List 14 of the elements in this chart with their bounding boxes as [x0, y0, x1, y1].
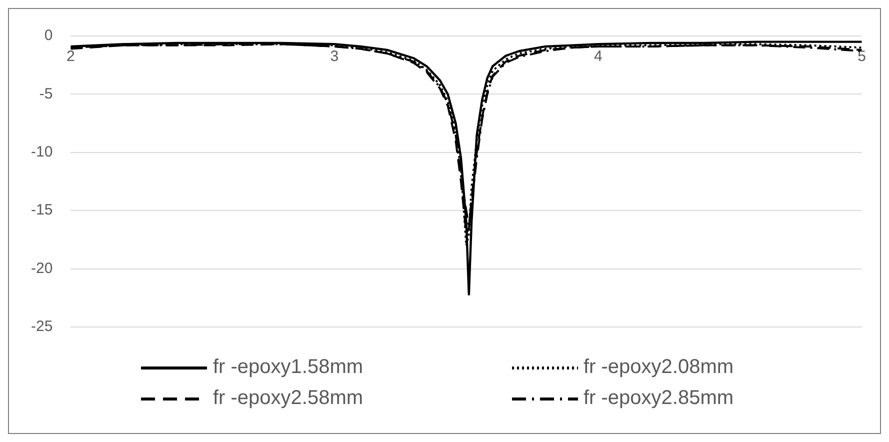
x-tick-label: 3 — [330, 48, 339, 66]
legend-label: fr -epoxy2.08mm — [584, 356, 734, 379]
legend-label: fr -epoxy2.85mm — [584, 387, 734, 410]
y-tick-label: -15 — [30, 202, 53, 219]
y-tick-label: 0 — [44, 27, 53, 44]
legend-label: fr -epoxy1.58mm — [213, 356, 364, 379]
x-tick-label: 4 — [594, 48, 602, 66]
x-tick-label: 5 — [858, 48, 866, 66]
y-tick-label: -25 — [30, 318, 53, 336]
y-tick-label: -10 — [30, 144, 53, 161]
y-tick-label: -5 — [39, 85, 53, 102]
legend-label: fr -epoxy2.58mm — [213, 387, 364, 410]
x-tick-label: 2 — [66, 48, 75, 66]
y-tick-label: -20 — [30, 260, 53, 277]
